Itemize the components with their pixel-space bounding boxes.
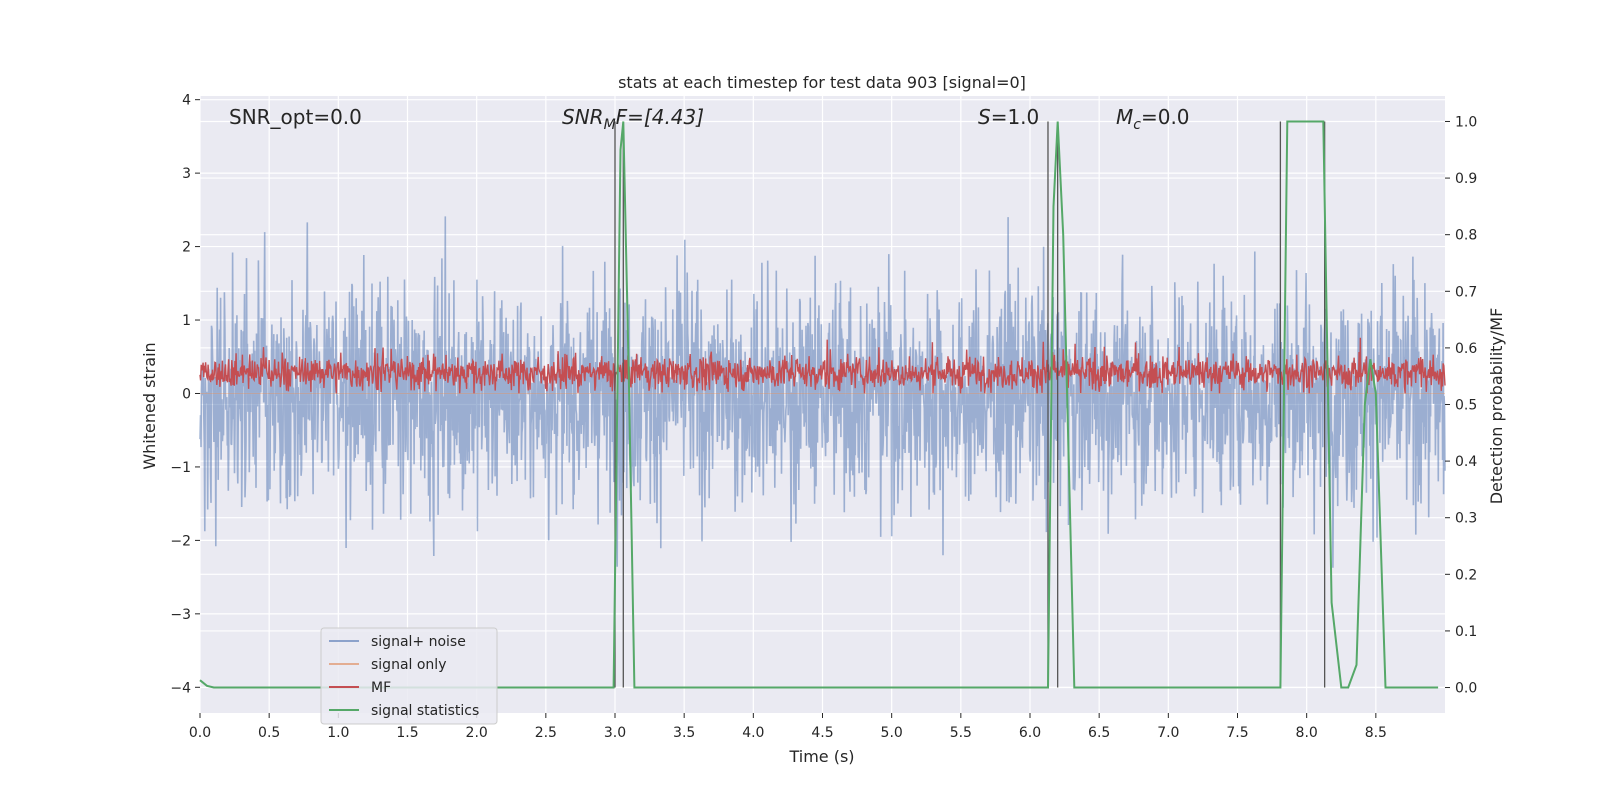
annotation-s-var: S (978, 105, 991, 129)
y-left-tick-label: −4 (170, 680, 191, 696)
y-right-tick-label: 0.4 (1455, 454, 1477, 470)
x-tick-label: 4.0 (742, 725, 764, 741)
y-right-tick-label: 0.5 (1455, 398, 1477, 414)
y-right-tick-label: 1.0 (1455, 114, 1477, 130)
y-left-tick-label: 1 (182, 313, 191, 329)
x-tick-label: 6.5 (1088, 725, 1110, 741)
x-tick-label: 0.0 (189, 725, 211, 741)
series-signal-noise (199, 216, 1446, 568)
x-axis-label: Time (s) (788, 747, 854, 766)
y-right-tick-label: 0.0 (1455, 681, 1477, 697)
x-tick-label: 3.5 (673, 725, 695, 741)
annotation-mc-rest: =0.0 (1141, 105, 1190, 129)
annotation-snr-mf: SNRMF=[4.43] (562, 105, 704, 133)
y-right-tick-label: 0.7 (1455, 284, 1477, 300)
y-right-tick-label: 0.1 (1455, 624, 1477, 640)
x-tick-label: 7.5 (1226, 725, 1248, 741)
annotation-mc: Mc=0.0 (1116, 105, 1190, 133)
legend-label-signal-noise: signal+ noise (371, 634, 466, 650)
x-tick-label: 1.0 (327, 725, 349, 741)
y-left-tick-label: −1 (170, 460, 191, 476)
legend-label-mf: MF (371, 680, 391, 696)
chart-title: stats at each timestep for test data 903… (618, 73, 1026, 92)
x-tick-label: 5.5 (950, 725, 972, 741)
annotation-snr-mf-rest: F=[4.43] (616, 105, 704, 129)
y-left-tick-label: −3 (170, 607, 191, 623)
x-tick-label: 8.5 (1365, 725, 1387, 741)
y-left-tick-label: 2 (182, 240, 191, 256)
y-left-tick-label: −2 (170, 533, 191, 549)
annotation-mc-var: M (1116, 105, 1133, 129)
y-right-tick-label: 0.9 (1455, 171, 1477, 187)
annotation-s: S=1.0 (978, 105, 1039, 129)
y-right-tick-label: 0.6 (1455, 341, 1477, 357)
x-tick-label: 7.0 (1157, 725, 1179, 741)
signal-statistics-line (199, 120, 1439, 689)
annotation-snr-mf-main: SNR (562, 105, 604, 129)
series-mf (199, 337, 1446, 394)
x-tick-label: 3.0 (604, 725, 626, 741)
y-right-tick-label: 0.2 (1455, 567, 1477, 583)
legend: signal+ noise signal only MF signal stat… (320, 627, 498, 725)
y-left-tick-label: 4 (182, 93, 191, 109)
y-left-tick-label: 3 (182, 166, 191, 182)
y-axis-right-label: Detection probability/MF (1487, 308, 1506, 505)
legend-box (320, 627, 498, 725)
x-tick-label: 5.0 (881, 725, 903, 741)
annotation-snr-mf-sub: M (604, 117, 616, 133)
y-axis-left-label: Whitened strain (140, 342, 159, 469)
y-right-tick-label: 0.3 (1455, 511, 1477, 527)
x-tick-label: 8.0 (1296, 725, 1318, 741)
x-tick-label: 0.5 (258, 725, 280, 741)
x-tick-label: 1.5 (396, 725, 418, 741)
legend-label-signal-only: signal only (371, 657, 446, 673)
y-left-tick-label: 0 (182, 386, 191, 402)
legend-label-signal-statistics: signal statistics (371, 703, 479, 719)
x-tick-label: 4.5 (811, 725, 833, 741)
x-tick-labels: 0.0 0.5 1.0 1.5 2.0 2.5 3.0 3.5 4.0 4.5 5.0 5.5 6.0 6… (189, 713, 1387, 741)
signal-noise-line (199, 216, 1446, 568)
x-tick-label: 6.0 (1019, 725, 1041, 741)
x-tick-label: 2.5 (535, 725, 557, 741)
annotation-s-rest: =1.0 (991, 105, 1040, 129)
y-left-tick-labels: 4 3 2 1 0 −1 −2 −3 −4 (170, 93, 200, 696)
mf-line (199, 337, 1446, 394)
y-right-tick-labels: 1.0 0.9 0.8 0.7 0.6 0.5 0.4 0.3 0.2 0.1 0.0 (1445, 114, 1477, 697)
y-right-tick-label: 0.8 (1455, 228, 1477, 244)
series-signal-statistics (199, 120, 1439, 689)
annotation-snr-opt: SNR_opt=0.0 (229, 105, 362, 129)
x-tick-label: 2.0 (466, 725, 488, 741)
annotation-mc-sub: c (1133, 117, 1141, 133)
